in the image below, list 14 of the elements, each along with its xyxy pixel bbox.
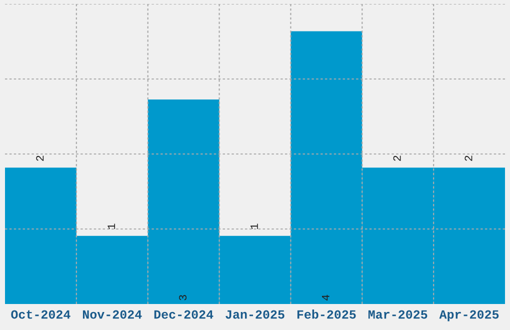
x-tick-label: Dec-2024 [154,310,214,319]
data-label: 2 [464,156,472,161]
x-tick-label: Nov-2024 [82,310,142,319]
x-tick-label: Oct-2024 [11,310,70,319]
data-label: 4 [322,294,330,300]
data-label: 1 [108,224,116,230]
data-label: 1 [250,224,258,230]
x-tick-label: Feb-2025 [297,310,356,319]
x-tick-label: Jan-2025 [226,310,284,319]
data-label: 2 [36,156,44,161]
data-label: 2 [393,156,401,161]
data-label: 3 [179,295,187,300]
x-tick-label: Mar-2025 [368,310,428,319]
x-tick-label: Apr-2025 [439,310,499,322]
